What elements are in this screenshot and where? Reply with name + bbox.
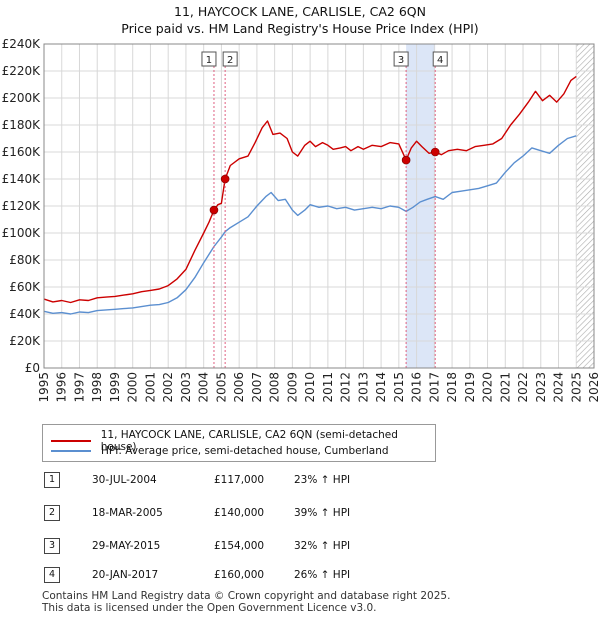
- sale-row: 2 18-MAR-2005 £140,000 39% ↑ HPI: [44, 505, 464, 525]
- sale-marker-label-1: 1: [206, 55, 212, 66]
- sale-number-badge: 4: [44, 567, 60, 583]
- x-tick-label: 2022: [516, 372, 530, 403]
- legend-label-price: 11, HAYCOCK LANE, CARLISLE, CA2 6QN (sem…: [100, 429, 398, 453]
- chart-title: 11, HAYCOCK LANE, CARLISLE, CA2 6QN: [174, 4, 426, 19]
- y-tick-label: £200K: [2, 91, 42, 105]
- sale-price: £140,000: [214, 507, 265, 519]
- sale-point-3: [401, 155, 411, 165]
- price-series-line: [43, 75, 577, 304]
- sale-date: 20-JAN-2017: [92, 569, 159, 581]
- footer-licence: This data is licensed under the Open Gov…: [42, 602, 377, 614]
- y-tick-label: £100K: [2, 226, 42, 240]
- legend-item-hpi: HPI: Average price, semi-detached house,…: [51, 445, 389, 457]
- sale-marker-label-3: 3: [398, 55, 404, 66]
- sale-price: £117,000: [214, 474, 265, 486]
- x-tick-label: 2018: [445, 372, 459, 403]
- sale-price: £154,000: [214, 540, 265, 552]
- x-tick-label: 2014: [374, 372, 388, 403]
- x-tick-label: 2009: [285, 372, 299, 403]
- sale-number-badge: 3: [44, 538, 60, 554]
- sale-marker-label-4: 4: [437, 55, 443, 66]
- y-tick-label: £160K: [2, 145, 42, 159]
- x-tick-label: 2025: [569, 372, 583, 403]
- sale-marker-label-2: 2: [227, 55, 233, 66]
- sale-point-1: [209, 205, 219, 215]
- sale-number-badge: 2: [44, 505, 60, 521]
- y-tick-label: £220K: [2, 64, 42, 78]
- x-tick-label: 2007: [250, 372, 264, 403]
- sale-hpi-change: 26% ↑ HPI: [294, 569, 351, 581]
- x-tick-label: 2020: [481, 372, 495, 403]
- sale-hpi-change: 32% ↑ HPI: [294, 540, 351, 552]
- x-tick-label: 1995: [37, 372, 51, 403]
- y-tick-label: £0: [25, 361, 40, 375]
- x-tick-label: 2012: [339, 372, 353, 403]
- sale-row: 3 29-MAY-2015 £154,000 32% ↑ HPI: [44, 538, 464, 558]
- x-tick-label: 1998: [90, 372, 104, 403]
- footer-attribution: Contains HM Land Registry data © Crown c…: [42, 590, 450, 614]
- sale-hpi-change: 39% ↑ HPI: [294, 507, 351, 519]
- footer-copyright: Contains HM Land Registry data © Crown c…: [42, 590, 451, 602]
- sale-marker-box-1: [201, 51, 217, 67]
- legend-label-hpi: HPI: Average price, semi-detached house,…: [101, 445, 389, 457]
- x-tick-label: 2005: [214, 372, 228, 403]
- chart-subtitle: Price paid vs. HM Land Registry's House …: [121, 21, 478, 36]
- x-tick-label: 2004: [197, 372, 211, 403]
- x-tick-label: 2021: [498, 372, 512, 403]
- x-tick-label: 2010: [303, 372, 317, 403]
- sale-price: £160,000: [214, 569, 265, 581]
- x-tick-label: 2013: [356, 372, 370, 403]
- x-tick-label: 1999: [108, 372, 122, 403]
- x-tick-label: 1997: [72, 372, 86, 403]
- price-chart: 11, HAYCOCK LANE, CARLISLE, CA2 6QN Pric…: [2, 4, 600, 403]
- legend-item-price: 11, HAYCOCK LANE, CARLISLE, CA2 6QN (sem…: [51, 429, 435, 453]
- x-tick-label: 2024: [552, 372, 566, 403]
- sale-marker-box-3: [393, 51, 409, 67]
- x-tick-label: 2003: [179, 372, 193, 403]
- x-tick-label: 2006: [232, 372, 246, 403]
- legend-swatch-price: [51, 440, 91, 442]
- sale-hpi-change: 23% ↑ HPI: [294, 474, 351, 486]
- x-tick-label: 2016: [410, 372, 424, 403]
- legend: 11, HAYCOCK LANE, CARLISLE, CA2 6QN (sem…: [42, 424, 436, 462]
- sale-date: 18-MAR-2005: [92, 507, 163, 519]
- x-tick-label: 2019: [463, 372, 477, 403]
- sale-marker-box-2: [222, 51, 238, 67]
- y-tick-label: £40K: [9, 307, 41, 321]
- y-tick-label: £120K: [2, 199, 42, 213]
- sale-point-4: [430, 147, 440, 157]
- sale-number-badge: 1: [44, 472, 60, 488]
- sale-date: 30-JUL-2004: [92, 474, 157, 486]
- sale-point-2: [220, 174, 230, 184]
- x-tick-label: 2026: [587, 372, 600, 403]
- x-tick-label: 2023: [534, 372, 548, 403]
- y-tick-label: £60K: [9, 280, 41, 294]
- sale-row: 1 30-JUL-2004 £117,000 23% ↑ HPI: [44, 472, 464, 492]
- sale-row: 4 20-JAN-2017 £160,000 26% ↑ HPI: [44, 567, 464, 587]
- y-tick-label: £140K: [2, 172, 42, 186]
- x-tick-label: 2015: [392, 372, 406, 403]
- x-tick-label: 2001: [143, 372, 157, 403]
- sale-date: 29-MAY-2015: [92, 540, 161, 552]
- x-tick-label: 2008: [268, 372, 282, 403]
- y-tick-label: £20K: [9, 334, 41, 348]
- x-tick-label: 2011: [321, 372, 335, 403]
- y-tick-label: £180K: [2, 118, 42, 132]
- x-tick-label: 2000: [126, 372, 140, 403]
- y-tick-label: £240K: [2, 37, 42, 51]
- legend-swatch-hpi: [51, 450, 91, 452]
- x-tick-label: 2002: [161, 372, 175, 403]
- sale-marker-box-4: [432, 51, 448, 67]
- x-tick-label: 1996: [55, 372, 69, 403]
- x-tick-label: 2017: [427, 372, 441, 403]
- plot-frame: [43, 43, 595, 369]
- y-tick-label: £80K: [9, 253, 41, 267]
- hpi-series-line: [43, 135, 577, 315]
